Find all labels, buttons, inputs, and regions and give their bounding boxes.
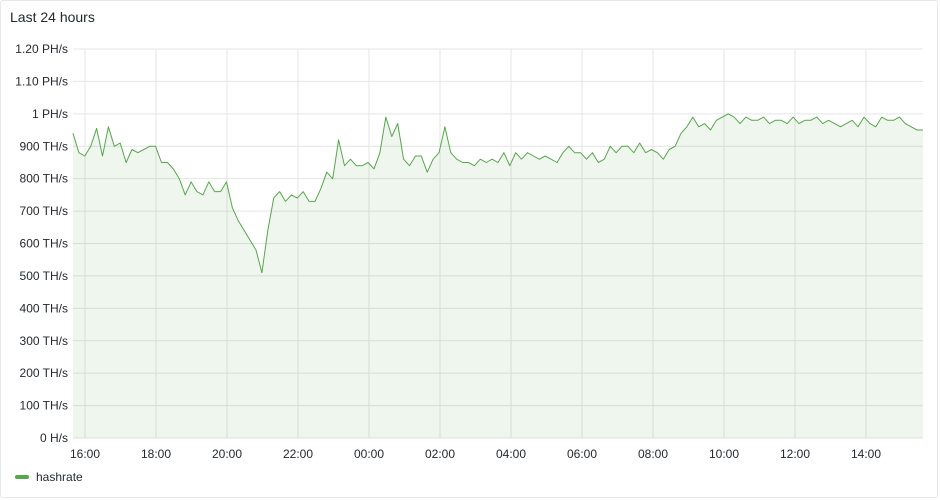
legend[interactable]: hashrate bbox=[15, 470, 83, 484]
y-tick-label: 100 TH/s bbox=[20, 399, 68, 413]
legend-label: hashrate bbox=[36, 470, 83, 484]
y-tick-label: 1 PH/s bbox=[32, 107, 68, 121]
x-tick-label: 02:00 bbox=[425, 447, 455, 461]
x-tick-label: 18:00 bbox=[141, 447, 171, 461]
y-tick-label: 400 TH/s bbox=[20, 301, 68, 315]
series-area-hashrate bbox=[73, 113, 923, 439]
x-tick-label: 10:00 bbox=[709, 447, 739, 461]
x-tick-label: 00:00 bbox=[354, 447, 384, 461]
legend-swatch bbox=[15, 475, 29, 479]
panel-title: Last 24 hours bbox=[10, 9, 95, 25]
y-tick-label: 300 TH/s bbox=[20, 334, 68, 348]
y-tick-label: 0 H/s bbox=[40, 431, 68, 445]
y-tick-label: 600 TH/s bbox=[20, 237, 68, 251]
x-tick-label: 14:00 bbox=[851, 447, 881, 461]
y-tick-label: 900 TH/s bbox=[20, 139, 68, 153]
series-line-hashrate bbox=[72, 113, 923, 274]
y-tick-label: 200 TH/s bbox=[20, 366, 68, 380]
y-tick-label: 1.10 PH/s bbox=[15, 74, 68, 88]
y-tick-label: 500 TH/s bbox=[20, 269, 68, 283]
y-tick-label: 700 TH/s bbox=[20, 204, 68, 218]
y-tick-label: 800 TH/s bbox=[20, 172, 68, 186]
x-tick-label: 16:00 bbox=[70, 447, 100, 461]
x-tick-label: 04:00 bbox=[496, 447, 526, 461]
x-tick-label: 20:00 bbox=[212, 447, 242, 461]
y-tick-label: 1.20 PH/s bbox=[15, 42, 68, 56]
x-tick-label: 08:00 bbox=[638, 447, 668, 461]
x-tick-label: 22:00 bbox=[283, 447, 313, 461]
x-tick-label: 12:00 bbox=[780, 447, 810, 461]
x-tick-label: 06:00 bbox=[567, 447, 597, 461]
